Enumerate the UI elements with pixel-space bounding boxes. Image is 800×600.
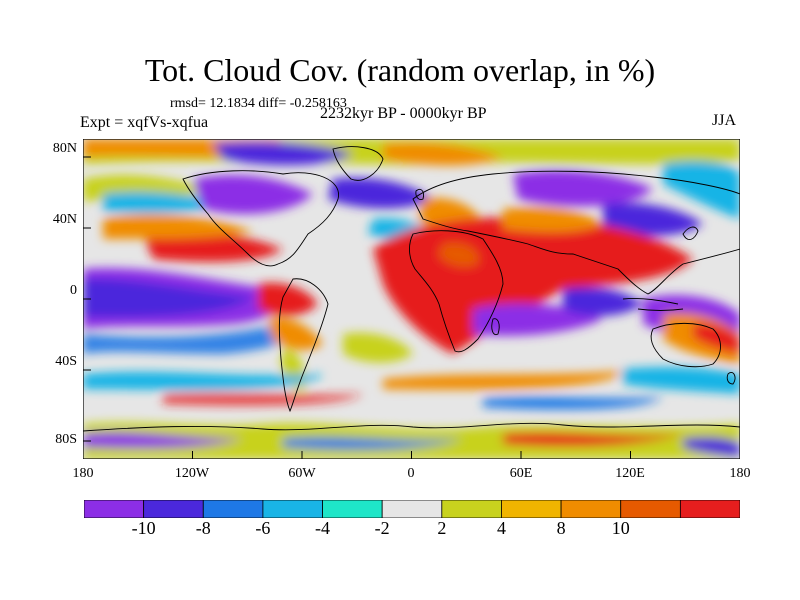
colorbar-label: 8 [556, 518, 566, 538]
colorbar-label: -2 [374, 518, 390, 538]
y-tick-label: 80N [52, 141, 77, 156]
coastlines [83, 146, 740, 432]
anomaly-map [83, 139, 740, 459]
x-tick-label: 60E [509, 466, 533, 481]
colorbar-swatch [322, 500, 383, 518]
colorbar-swatch [262, 500, 323, 518]
x-tick-label: 180 [729, 466, 751, 481]
colorbar-swatch [560, 500, 622, 518]
colorbar-label: 10 [611, 518, 630, 538]
colorbar [84, 500, 740, 518]
colorbar-label: 2 [437, 518, 447, 538]
colorbar-swatch [202, 500, 264, 518]
period-label: 2232kyr BP - 0000kyr BP [320, 105, 487, 122]
colorbar-swatch [679, 500, 740, 518]
y-tick-label: 40S [55, 354, 77, 369]
colorbar-label: -6 [255, 518, 271, 538]
colorbar-swatch [620, 500, 681, 518]
season-label: JJA [712, 112, 737, 129]
y-tick-label: 0 [70, 283, 77, 298]
colorbar-label: -10 [131, 518, 156, 538]
x-tick-label: 0 [407, 466, 415, 481]
colorbar-label: -8 [195, 518, 211, 538]
x-tick-label: 60W [288, 466, 316, 481]
colorbar-swatch [501, 500, 562, 518]
colorbar-swatch [381, 500, 443, 518]
x-tick-label: 120W [174, 466, 210, 481]
x-tick-label: 180 [72, 466, 94, 481]
anomaly-field [83, 139, 740, 459]
x-tick-label: 120E [615, 466, 645, 481]
colorbar-swatch [143, 500, 204, 518]
plot-title: Tot. Cloud Cov. (random overlap, in %) [144, 52, 656, 88]
stats-text: rmsd= 12.1834 diff= -0.258163 [170, 96, 347, 111]
y-tick-label: 40N [52, 212, 77, 227]
experiment-label: Expt = xqfVs-xqfua [80, 114, 209, 131]
colorbar-label: -4 [315, 518, 331, 538]
colorbar-swatch [441, 500, 502, 518]
colorbar-swatch [84, 500, 145, 518]
colorbar-label: 4 [496, 518, 506, 538]
y-tick-label: 80S [55, 432, 77, 447]
